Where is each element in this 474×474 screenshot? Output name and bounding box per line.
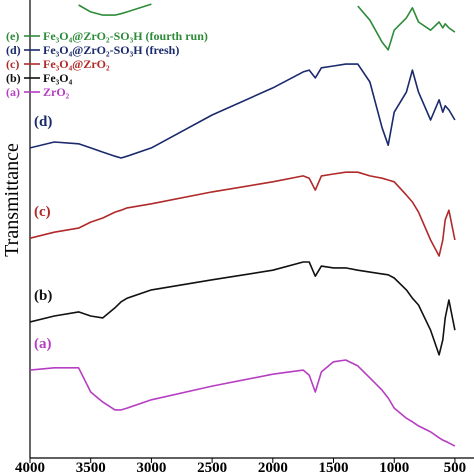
curve-label: (d) [34,114,52,130]
x-tick-label: 2000 [258,460,288,474]
curve-label: (a) [34,336,52,352]
x-tick-label: 3500 [76,460,106,474]
x-tick-label: 1000 [379,460,409,474]
spectrum-line [78,3,456,51]
spectrum-line [30,63,456,159]
legend-entry: Fe₃O₄@ZrO₂ [43,57,110,71]
curve-label: (b) [34,288,52,304]
spectrum-line [30,359,456,447]
legend-label: (a) [6,85,20,99]
x-tick-label: 3000 [136,460,166,474]
legend-entry: Fe₃O₄@ZrO₂-SO₃H (fourth run) [43,29,208,43]
legend-label: (e) [6,29,19,43]
x-tick-label: 2500 [197,460,227,474]
x-tick-label: 4000 [15,460,45,474]
plot-area [30,3,456,447]
x-tick-label: 500 [444,460,467,474]
legend-label: (b) [6,71,21,85]
legend-label: (c) [6,57,19,71]
legend-entry: ZrO₂ [43,85,70,99]
x-tick-label: 1500 [319,460,349,474]
y-axis-label: Transmittance [1,143,23,257]
legend-entry: Fe₃O₄@ZrO₂-SO₃H (fresh) [43,43,179,57]
legend-label: (d) [6,43,21,57]
spectrum-line [30,261,456,356]
curve-label: (c) [34,204,51,220]
spectrum-line [30,171,456,257]
legend-entry: Fe₃O₄ [43,71,73,85]
